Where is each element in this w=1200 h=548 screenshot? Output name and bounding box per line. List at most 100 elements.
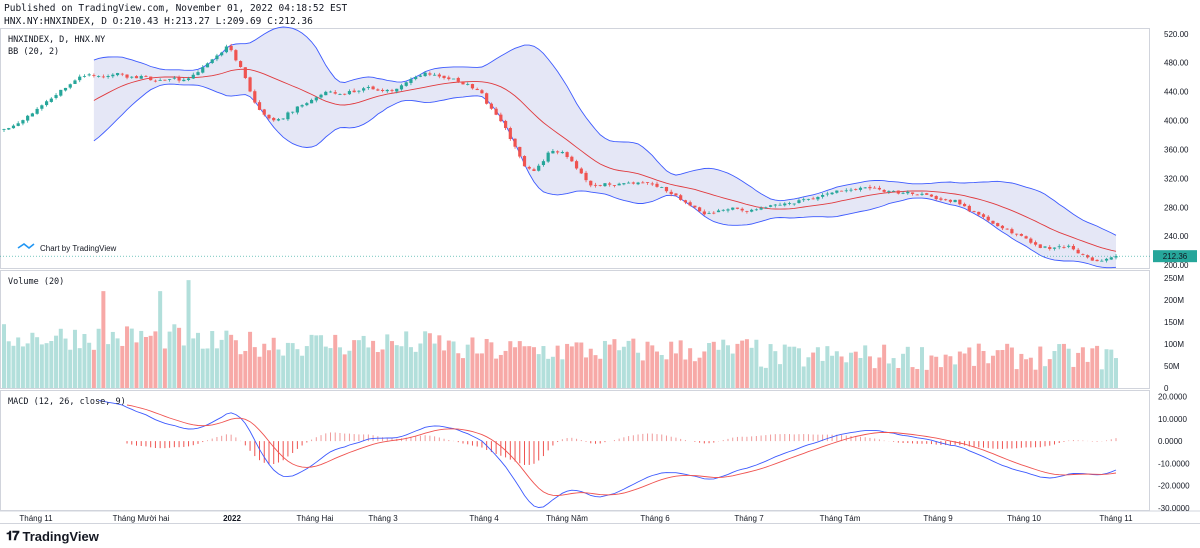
candle xyxy=(461,81,465,85)
volume-bar xyxy=(1024,359,1029,388)
volume-bar xyxy=(683,359,688,388)
candle xyxy=(111,74,115,77)
price-tick: 520.00 xyxy=(1164,30,1189,39)
candle xyxy=(844,190,848,192)
candle xyxy=(650,183,654,185)
volume-bar xyxy=(640,360,645,388)
volume-bar xyxy=(735,343,740,388)
volume-bar xyxy=(252,347,257,388)
volume-bars xyxy=(2,280,1118,388)
volume-bar xyxy=(839,356,844,388)
candle xyxy=(1104,258,1109,261)
volume-bar xyxy=(853,351,858,388)
candle xyxy=(948,199,952,202)
volume-bar xyxy=(106,344,111,388)
candle xyxy=(1076,249,1080,254)
volume-bar xyxy=(555,345,560,388)
chart-area[interactable]: 520.00 480.00 440.00 400.00 360.00 320.00 280.… xyxy=(0,0,1200,523)
volume-bar xyxy=(877,357,882,388)
time-tick: Tháng Hai xyxy=(297,514,334,523)
price-tick: 360.00 xyxy=(1164,145,1189,154)
candle xyxy=(584,172,588,181)
candle xyxy=(139,76,143,79)
candle xyxy=(1024,236,1028,239)
volume-bar xyxy=(768,344,773,388)
candle xyxy=(499,114,503,122)
volume-bar xyxy=(181,345,186,388)
candle xyxy=(428,73,432,75)
candle xyxy=(229,45,233,51)
volume-bar xyxy=(285,342,290,388)
candle xyxy=(82,75,87,77)
time-tick: Tháng 10 xyxy=(1007,514,1041,523)
candle xyxy=(750,209,754,212)
candle xyxy=(328,91,333,93)
tradingview-brand[interactable]: 𝟏𝟕 TradingView xyxy=(6,528,99,544)
volume-bar xyxy=(224,330,229,388)
time-tick: Tháng 6 xyxy=(640,514,670,523)
volume-bar xyxy=(1085,361,1090,388)
candle xyxy=(707,213,711,215)
candle xyxy=(556,151,560,153)
volume-bar xyxy=(673,353,678,388)
candle xyxy=(598,185,602,187)
volume-bar xyxy=(503,350,508,388)
candle xyxy=(215,55,219,60)
candle xyxy=(92,75,96,76)
candle xyxy=(1043,246,1047,248)
candle xyxy=(996,223,1000,227)
volume-bar xyxy=(399,346,404,388)
volume-bar xyxy=(915,368,920,388)
candle xyxy=(1081,254,1085,255)
candle xyxy=(305,103,309,106)
candle xyxy=(806,198,811,200)
volume-bar xyxy=(1099,369,1104,388)
volume-bar xyxy=(584,357,589,388)
volume-bar xyxy=(513,347,518,388)
candle xyxy=(683,200,687,203)
time-tick: Tháng 7 xyxy=(734,514,764,523)
volume-bar xyxy=(1095,345,1100,388)
candle xyxy=(622,183,626,185)
candle xyxy=(627,182,631,184)
volume-bar xyxy=(560,359,565,388)
volume-bar xyxy=(508,341,513,388)
candle xyxy=(272,117,276,121)
volume-bar xyxy=(1038,346,1043,388)
volume-bar xyxy=(1000,349,1005,388)
candle xyxy=(40,105,44,109)
volume-bar xyxy=(811,352,816,388)
candle xyxy=(787,203,792,204)
candle xyxy=(977,211,981,215)
candle xyxy=(130,76,134,78)
candle xyxy=(612,185,617,186)
macd-tick: -20.0000 xyxy=(1158,482,1190,491)
candle xyxy=(437,74,441,77)
volume-bar xyxy=(697,357,702,388)
volume-bar xyxy=(844,362,849,388)
candle xyxy=(726,209,730,211)
volume-bar xyxy=(162,348,167,388)
volume-bar xyxy=(962,353,967,388)
macd-tick: -30.0000 xyxy=(1158,504,1190,513)
volume-bar xyxy=(574,342,579,388)
candle xyxy=(854,189,858,190)
volume-bar xyxy=(380,349,385,388)
volume-bar xyxy=(328,348,333,388)
volume-bar xyxy=(323,346,328,388)
candle xyxy=(324,91,328,96)
candle xyxy=(551,150,555,154)
candle xyxy=(1114,256,1118,258)
volume-bar xyxy=(177,327,182,388)
volume-bar xyxy=(759,366,764,388)
volume-bar xyxy=(725,345,730,388)
candle xyxy=(773,204,777,206)
volume-bar xyxy=(754,339,759,388)
last-price-tag xyxy=(1153,250,1197,263)
candle xyxy=(262,109,266,115)
volume-bar xyxy=(229,334,234,388)
candle xyxy=(929,194,934,197)
volume-legend: Volume (20) xyxy=(8,277,64,287)
candle xyxy=(291,111,295,113)
candle xyxy=(816,196,820,200)
